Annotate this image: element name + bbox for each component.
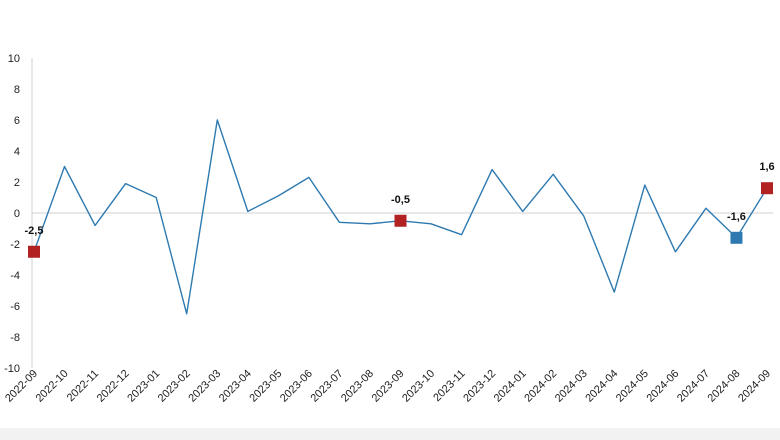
x-tick-label: 2024-04 [583,368,620,405]
y-axis: 10 8 6 4 2 0 -2 -4 -6 -8 -10 [4,53,33,375]
x-tick-label: 2022-10 [34,368,71,405]
x-tick-label: 2023-11 [431,368,467,404]
y-tick-label: -6 [10,301,20,313]
x-tick-label: 2023-07 [309,368,346,405]
x-tick-label: 2023-04 [217,368,254,405]
x-tick-label: 2024-05 [614,368,651,405]
x-tick-label: 2023-06 [278,368,315,405]
x-axis: 2022-092022-102022-112022-122023-012023-… [3,368,773,405]
highlight-marker [28,245,40,258]
y-tick-label: -8 [10,332,20,344]
highlight-marker [761,182,773,195]
y-tick-label: 4 [14,146,20,158]
y-tick-label: 10 [8,53,20,65]
x-tick-label: 2024-09 [736,368,773,405]
data-labels: -2,5 -0,5 -1,6 1,6 [25,161,775,237]
highlight-markers [28,182,773,258]
y-tick-label: -10 [4,363,20,375]
x-tick-label: 2023-03 [186,368,223,405]
x-tick-label: 2023-08 [339,368,376,405]
x-tick-label: 2024-01 [492,368,529,405]
data-label: -0,5 [391,194,410,206]
y-tick-label: -2 [10,239,20,251]
footer-strip [0,428,780,440]
x-tick-label: 2024-02 [522,368,559,405]
x-tick-label: 2022-11 [65,368,101,404]
highlight-marker [730,231,743,244]
y-tick-label: 8 [14,84,20,96]
x-tick-label: 2024-07 [675,368,712,405]
y-tick-label: 6 [14,115,20,127]
data-label: 1,6 [759,161,774,173]
x-tick-label: 2023-02 [156,368,193,405]
x-tick-label: 2024-08 [706,368,743,405]
x-tick-label: 2024-06 [644,368,681,405]
x-tick-label: 2024-03 [553,368,590,405]
x-tick-label: 2023-12 [461,368,498,405]
data-label: -2,5 [25,225,44,237]
y-tick-label: -4 [10,270,20,282]
x-tick-label: 2023-10 [400,368,437,405]
x-tick-label: 2023-05 [247,368,284,405]
x-tick-label: 2023-09 [370,368,407,405]
data-label: -1,6 [727,211,746,223]
highlight-marker [394,214,407,227]
x-tick-label: 2022-12 [95,368,132,405]
y-tick-label: 2 [14,177,20,189]
x-tick-label: 2023-01 [125,368,162,405]
y-tick-label: 0 [14,208,20,220]
